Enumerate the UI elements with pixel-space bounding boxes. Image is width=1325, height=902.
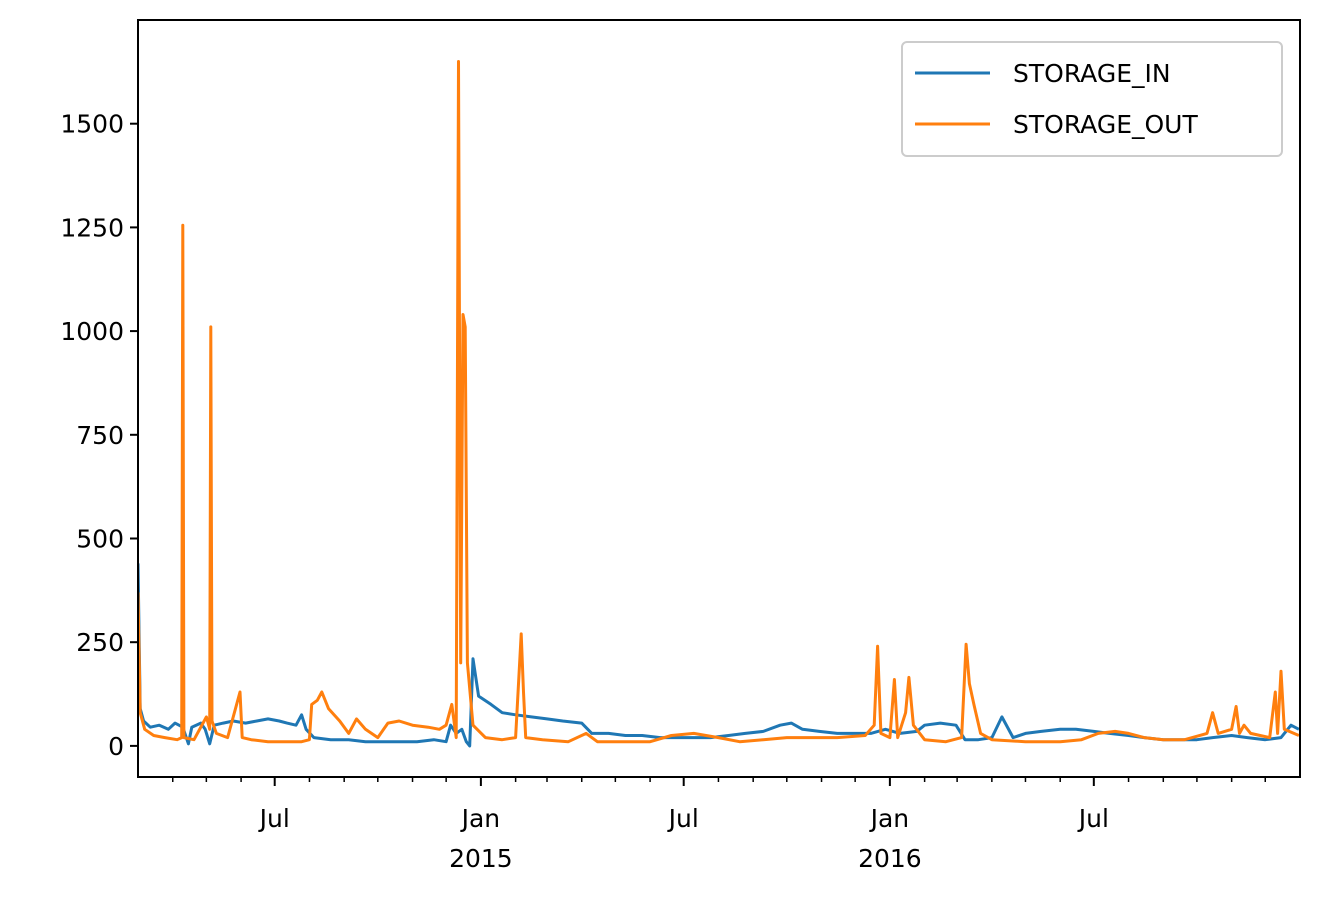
y-tick-label: 500 (76, 524, 124, 553)
y-tick-label: 0 (108, 732, 124, 761)
y-tick-label: 1500 (60, 110, 124, 139)
x-tick-label: Jul (1077, 804, 1109, 833)
legend-frame (901, 41, 1283, 157)
x-tick-label: Jul (667, 804, 699, 833)
legend-label: STORAGE_OUT (1013, 110, 1198, 139)
y-tick-label: 1250 (60, 213, 124, 242)
series-line-storage-out (138, 60, 1300, 744)
legend: STORAGE_IN STORAGE_OUT (901, 41, 1283, 157)
series-line-storage-in (138, 563, 1300, 748)
y-tick-label: 1000 (60, 317, 124, 346)
x-tick-label: Jan (460, 804, 501, 833)
x-tick-label: Jan (869, 804, 910, 833)
y-tick-label: 250 (76, 628, 124, 657)
legend-label: STORAGE_IN (1013, 59, 1171, 88)
plot-area-frame (137, 19, 1301, 778)
x-tick-label: Jul (258, 804, 290, 833)
y-tick-label: 750 (76, 421, 124, 450)
x-tick-year-label: 2016 (858, 844, 922, 873)
x-tick-year-label: 2015 (449, 844, 513, 873)
